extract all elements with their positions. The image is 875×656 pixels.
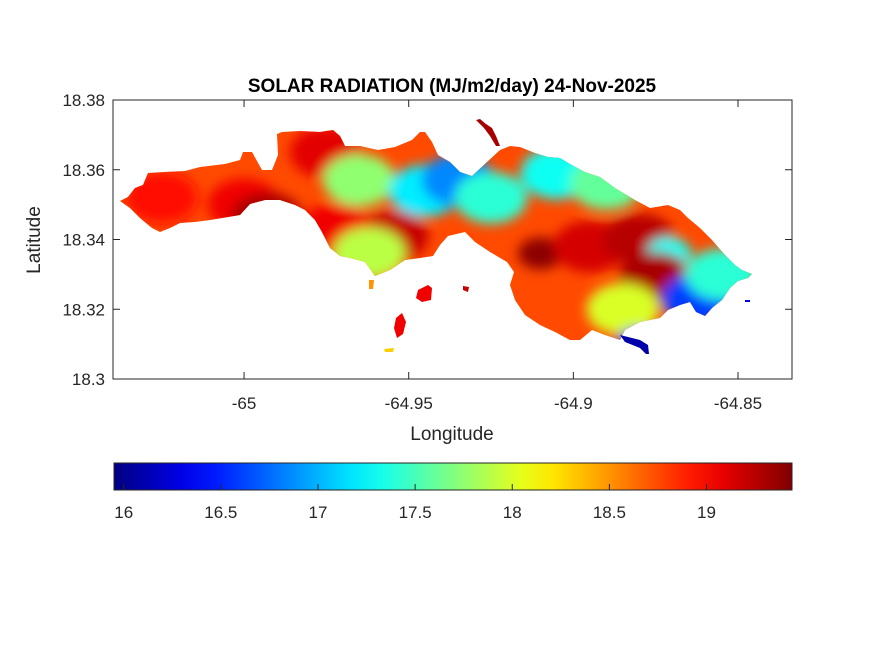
heat-region-north-cove-cyan xyxy=(454,171,528,224)
y-tick-label: 18.3 xyxy=(72,370,105,389)
map-axes: -65 -64.95 -64.9 -64.85 18.3818.3618.3418.3… xyxy=(62,91,793,413)
y-axis: 18.38 18.36 18.34 18.32 18.3 xyxy=(62,91,792,389)
islet-south-3 xyxy=(384,348,394,352)
islet-south-1 xyxy=(416,285,432,302)
colorbar-tick-label: 18.5 xyxy=(593,503,626,522)
colorbar-tick-label: 16 xyxy=(114,503,133,522)
x-tick-label: -65 xyxy=(232,394,257,413)
islet-southeast-blue xyxy=(620,335,649,354)
colorbar: 16 16.5 17 17.5 18 18.5 19 xyxy=(113,462,793,522)
heat-region-west-end xyxy=(125,171,199,224)
x-axis: -65 -64.95 -64.9 -64.85 xyxy=(232,100,762,413)
colorbar-tick-label: 17 xyxy=(309,503,328,522)
y-tick-label: 18.32 xyxy=(62,300,105,319)
x-tick-label: -64.95 xyxy=(385,394,433,413)
islet-east-blue xyxy=(745,300,750,302)
y-axis-label: Latitude xyxy=(24,206,45,274)
colorbar-tick-label: 16.5 xyxy=(204,503,237,522)
islet-south-2 xyxy=(394,313,406,338)
colorbar-frame xyxy=(113,462,793,491)
y-tick-label: 18.38 xyxy=(62,91,105,110)
colorbar-gradient xyxy=(114,463,792,490)
islet-south-4 xyxy=(463,286,469,292)
colorbar-tick-label: 18 xyxy=(503,503,522,522)
colorbar-tick-label: 19 xyxy=(697,503,716,522)
y-tick-label: 18.34 xyxy=(62,231,105,250)
islet-west-tip xyxy=(369,280,374,289)
colorbar-tick-label: 17.5 xyxy=(399,503,432,522)
x-tick-label: -64.85 xyxy=(714,394,762,413)
y-tick-label: 18.36 xyxy=(62,161,105,180)
heat-region-east-dark-core xyxy=(518,237,563,270)
x-tick-label: -64.9 xyxy=(554,394,593,413)
islet-north-chain xyxy=(476,119,500,146)
heat-region-central-north-green xyxy=(322,154,396,207)
chart-title: SOLAR RADIATION (MJ/m2/day) 24-Nov-2025 xyxy=(248,76,657,97)
x-axis-label: Longitude xyxy=(410,424,493,445)
